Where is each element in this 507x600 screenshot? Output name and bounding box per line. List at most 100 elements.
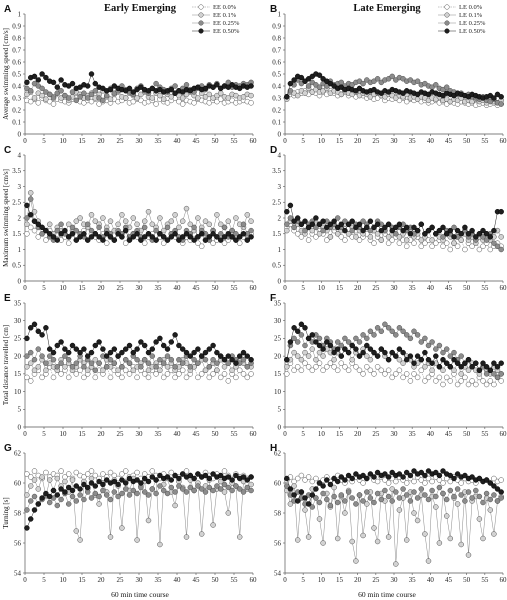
data-point (27, 516, 34, 522)
data-point (327, 221, 334, 228)
data-point (429, 224, 435, 231)
data-point (100, 346, 106, 352)
data-point (206, 346, 213, 352)
data-point (134, 86, 140, 93)
x-tick-label: 0 (283, 430, 287, 438)
data-point (103, 477, 110, 483)
data-point (353, 335, 359, 342)
data-point (115, 221, 121, 228)
data-point (191, 356, 197, 363)
x-tick-label: 25 (372, 137, 380, 145)
data-point (469, 378, 475, 384)
legend-label: LE 0.1% (459, 12, 483, 19)
data-point (126, 342, 133, 349)
x-tick-label: 15 (336, 430, 344, 438)
data-point (157, 231, 163, 237)
data-point (149, 234, 156, 240)
data-point (27, 196, 34, 202)
data-point (126, 492, 133, 498)
data-point (160, 487, 167, 494)
data-point (316, 360, 323, 366)
data-point (480, 227, 486, 234)
data-point (103, 492, 110, 498)
data-point (248, 234, 254, 240)
data-point (198, 231, 205, 237)
data-point (382, 224, 388, 231)
data-point (302, 349, 308, 356)
legend-label: LE 0.25% (459, 20, 486, 27)
data-point (480, 499, 486, 506)
x-tick-label: 60 (500, 137, 507, 145)
y-tick-label: 60 (274, 479, 282, 487)
data-point (164, 224, 171, 231)
data-point (58, 486, 64, 492)
x-tick-label: 20 (354, 576, 362, 584)
data-point (407, 498, 414, 504)
data-point (210, 356, 216, 363)
x-tick-label: 45 (193, 137, 201, 145)
data-point (473, 487, 479, 494)
data-point (111, 83, 118, 89)
data-point (458, 353, 464, 359)
data-point (69, 342, 76, 349)
data-point (145, 88, 152, 94)
data-point (157, 335, 163, 342)
data-point (54, 342, 61, 349)
data-point (469, 495, 475, 501)
data-point (291, 367, 297, 374)
data-point (81, 374, 87, 381)
data-point (244, 212, 251, 218)
data-point (316, 342, 323, 349)
data-point (179, 486, 186, 492)
data-point (50, 487, 57, 494)
x-tick-label: 15 (79, 137, 87, 145)
x-tick-label: 25 (117, 576, 125, 584)
data-point (494, 364, 501, 370)
x-tick-label: 35 (155, 137, 163, 145)
data-point (107, 469, 114, 476)
data-point (24, 492, 30, 498)
data-point (172, 472, 178, 479)
data-point (465, 489, 472, 495)
data-point (31, 477, 38, 483)
data-point (236, 367, 243, 374)
data-point (316, 335, 323, 342)
data-point (291, 325, 297, 331)
x-tick-label: 30 (391, 430, 399, 438)
data-point (191, 475, 197, 482)
data-point (176, 483, 182, 489)
data-point (202, 218, 209, 224)
data-point (483, 237, 490, 243)
data-point (187, 353, 194, 359)
data-point (236, 534, 243, 540)
data-point (65, 240, 72, 246)
data-point (240, 489, 247, 495)
data-point (414, 495, 421, 501)
data-point (202, 489, 209, 495)
data-point (233, 237, 239, 243)
data-point (172, 364, 178, 370)
data-point (62, 489, 68, 495)
data-point (403, 469, 410, 476)
data-point (46, 346, 53, 352)
data-point (298, 356, 305, 363)
data-point (65, 471, 72, 477)
data-point (374, 478, 381, 485)
data-point (138, 237, 144, 243)
series-le-0-50- (284, 468, 504, 507)
y-tick-label: 0 (278, 423, 282, 431)
data-point (119, 212, 125, 218)
data-point (436, 484, 443, 491)
data-point (164, 371, 171, 377)
data-point (24, 353, 30, 359)
data-point (141, 356, 148, 363)
legend-marker (444, 12, 450, 18)
y-tick-label: 0.7 (12, 46, 21, 54)
data-point (31, 218, 38, 224)
data-point (229, 97, 235, 104)
y-tick-label: 20 (14, 352, 22, 360)
data-point (494, 486, 501, 492)
data-point (153, 80, 159, 87)
data-point (96, 493, 102, 500)
